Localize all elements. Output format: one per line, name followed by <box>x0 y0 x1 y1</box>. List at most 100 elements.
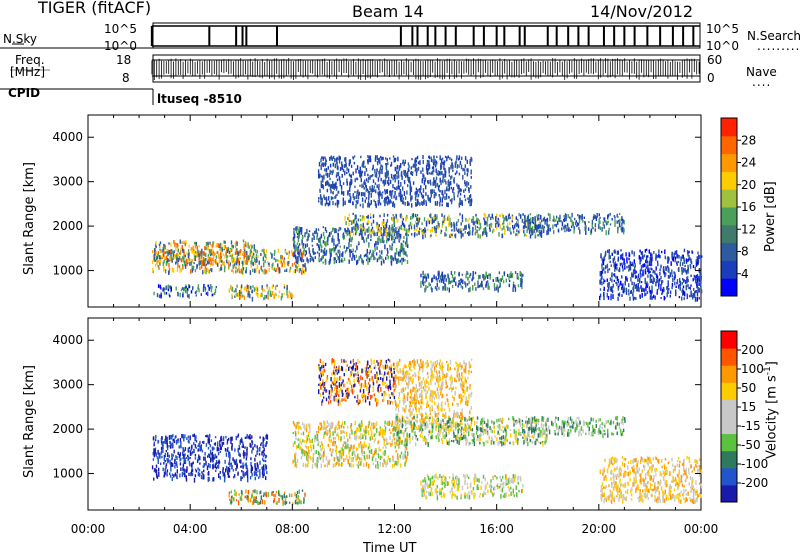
data-point <box>448 218 449 222</box>
data-point <box>446 278 447 282</box>
data-point <box>364 232 365 236</box>
data-point <box>351 257 352 261</box>
data-point <box>363 185 364 187</box>
data-point <box>298 263 299 267</box>
data-point <box>385 464 386 467</box>
data-point <box>244 296 245 301</box>
data-point <box>608 231 609 235</box>
data-point <box>468 231 469 235</box>
data-point <box>182 294 183 298</box>
data-point <box>514 285 515 288</box>
data-point <box>259 453 260 455</box>
data-point <box>298 234 299 238</box>
data-point <box>383 431 384 436</box>
data-point <box>257 501 258 505</box>
data-point <box>354 196 355 199</box>
data-point <box>328 196 329 199</box>
data-point <box>321 256 322 258</box>
data-point <box>484 219 485 222</box>
data-point <box>350 232 351 234</box>
data-point <box>245 260 246 265</box>
data-point <box>437 184 438 187</box>
data-point <box>645 287 646 292</box>
data-point <box>365 254 366 257</box>
data-point <box>660 288 661 291</box>
data-point <box>624 288 625 293</box>
data-point <box>486 281 487 285</box>
data-point <box>309 428 310 433</box>
data-point <box>377 161 378 163</box>
data-point <box>665 266 666 270</box>
data-point <box>254 489 255 493</box>
data-point <box>336 448 337 452</box>
data-point <box>152 268 153 272</box>
data-point <box>274 498 275 502</box>
data-point <box>499 271 500 274</box>
data-point <box>392 428 393 432</box>
data-point <box>625 276 626 281</box>
data-point <box>236 459 237 464</box>
data-point <box>220 471 221 474</box>
data-point <box>490 276 491 280</box>
data-point <box>233 271 234 274</box>
data-point <box>251 257 252 260</box>
data-point <box>486 222 487 227</box>
data-point <box>213 447 214 449</box>
data-point <box>306 257 307 261</box>
data-point <box>243 456 244 459</box>
data-point <box>243 267 244 270</box>
data-point <box>235 288 236 292</box>
data-point <box>169 250 170 255</box>
data-point <box>208 261 209 264</box>
data-point <box>630 277 631 281</box>
data-point <box>220 437 221 442</box>
data-point <box>170 251 171 253</box>
data-point <box>494 283 495 288</box>
data-point <box>208 477 209 482</box>
data-point <box>469 188 470 193</box>
data-point <box>343 444 344 447</box>
data-point <box>451 159 452 162</box>
data-point <box>395 197 396 201</box>
data-point <box>351 423 352 427</box>
data-point <box>436 156 437 158</box>
data-point <box>344 245 345 248</box>
data-point <box>257 287 258 291</box>
data-point <box>236 499 237 501</box>
data-point <box>515 287 516 292</box>
data-point <box>216 255 217 258</box>
data-point <box>333 157 334 160</box>
data-point <box>464 195 465 198</box>
data-point <box>398 175 399 179</box>
data-point <box>167 469 168 472</box>
data-point <box>509 227 510 232</box>
data-point <box>422 168 423 172</box>
data-point <box>458 185 459 188</box>
data-point <box>556 216 557 219</box>
data-point <box>698 283 699 286</box>
data-point <box>351 179 352 184</box>
data-point <box>219 249 220 251</box>
data-point <box>362 215 363 218</box>
data-point <box>405 217 406 221</box>
data-point <box>382 157 383 159</box>
data-point <box>218 473 219 478</box>
data-point <box>384 450 385 453</box>
data-point <box>346 167 347 171</box>
data-point <box>537 234 538 236</box>
data-point <box>670 291 671 295</box>
data-point <box>236 465 237 468</box>
data-point <box>386 232 387 236</box>
data-point <box>257 465 258 470</box>
data-point <box>379 227 380 230</box>
data-point <box>429 214 430 217</box>
data-point <box>336 455 337 460</box>
data-point <box>251 440 252 443</box>
data-point <box>431 278 432 282</box>
data-point <box>377 238 378 242</box>
data-point <box>513 230 514 233</box>
data-point <box>442 272 443 277</box>
data-point <box>223 261 224 265</box>
data-point <box>320 258 321 261</box>
data-point <box>620 249 621 251</box>
